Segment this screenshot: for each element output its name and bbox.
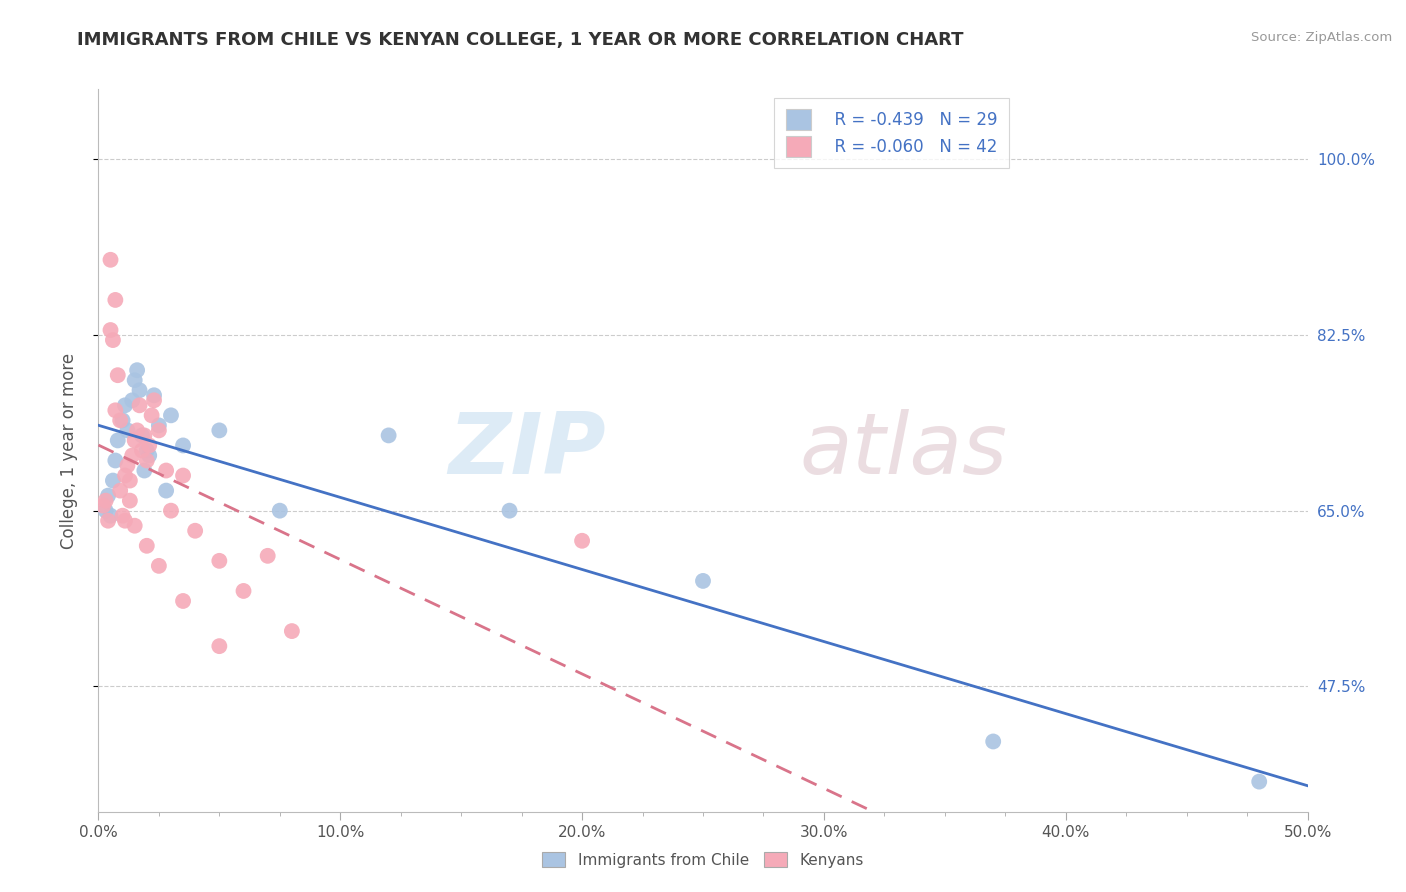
- Point: [148, 424, 170, 438]
- Legend: Immigrants from Chile, Kenyans: Immigrants from Chile, Kenyans: [534, 844, 872, 875]
- Point: [111, 508, 134, 523]
- Point: [148, 418, 170, 433]
- Point: [108, 413, 131, 427]
- Point: [104, 293, 127, 307]
- Point: [124, 518, 146, 533]
- Point: [134, 464, 156, 478]
- Point: [100, 323, 122, 337]
- Point: [114, 468, 136, 483]
- Point: [269, 503, 291, 517]
- Point: [571, 533, 593, 548]
- Point: [117, 458, 139, 473]
- Point: [141, 409, 163, 423]
- Point: [118, 493, 141, 508]
- Point: [100, 508, 122, 523]
- Legend:   R = -0.439   N = 29,   R = -0.060   N = 42: R = -0.439 N = 29, R = -0.060 N = 42: [773, 97, 1010, 169]
- Point: [124, 434, 146, 448]
- Point: [91, 499, 114, 513]
- Point: [135, 443, 157, 458]
- Point: [143, 388, 166, 402]
- Point: [118, 474, 141, 488]
- Point: [1249, 774, 1271, 789]
- Point: [135, 453, 157, 467]
- Point: [155, 483, 177, 498]
- Point: [208, 424, 231, 438]
- Point: [377, 428, 399, 442]
- Point: [232, 584, 254, 599]
- Point: [94, 503, 117, 517]
- Y-axis label: College, 1 year or more: College, 1 year or more: [59, 352, 77, 549]
- Point: [155, 464, 177, 478]
- Point: [104, 453, 127, 467]
- Point: [281, 624, 304, 639]
- Point: [134, 428, 156, 442]
- Point: [127, 424, 149, 438]
- Point: [111, 413, 134, 427]
- Text: Source: ZipAtlas.com: Source: ZipAtlas.com: [1251, 31, 1392, 45]
- Point: [114, 514, 136, 528]
- Point: [131, 443, 153, 458]
- Point: [121, 449, 143, 463]
- Point: [128, 384, 150, 398]
- Point: [138, 449, 160, 463]
- Point: [256, 549, 278, 563]
- Point: [128, 398, 150, 412]
- Point: [172, 438, 194, 452]
- Point: [114, 398, 136, 412]
- Point: [94, 493, 117, 508]
- Text: IMMIGRANTS FROM CHILE VS KENYAN COLLEGE, 1 YEAR OR MORE CORRELATION CHART: IMMIGRANTS FROM CHILE VS KENYAN COLLEGE,…: [77, 31, 965, 49]
- Point: [981, 734, 1004, 748]
- Point: [138, 438, 160, 452]
- Point: [143, 393, 166, 408]
- Point: [100, 252, 122, 267]
- Point: [127, 363, 149, 377]
- Point: [97, 514, 120, 528]
- Point: [172, 468, 194, 483]
- Point: [135, 539, 157, 553]
- Point: [107, 434, 129, 448]
- Text: ZIP: ZIP: [449, 409, 606, 492]
- Text: atlas: atlas: [800, 409, 1008, 492]
- Point: [101, 333, 124, 347]
- Point: [692, 574, 714, 588]
- Point: [97, 489, 120, 503]
- Point: [160, 503, 183, 517]
- Point: [160, 409, 183, 423]
- Point: [108, 483, 131, 498]
- Point: [208, 554, 231, 568]
- Point: [121, 393, 143, 408]
- Point: [148, 558, 170, 573]
- Point: [104, 403, 127, 417]
- Point: [172, 594, 194, 608]
- Point: [101, 474, 124, 488]
- Point: [117, 424, 139, 438]
- Point: [208, 639, 231, 653]
- Point: [184, 524, 207, 538]
- Point: [124, 373, 146, 387]
- Point: [131, 428, 153, 442]
- Point: [498, 503, 520, 517]
- Point: [107, 368, 129, 383]
